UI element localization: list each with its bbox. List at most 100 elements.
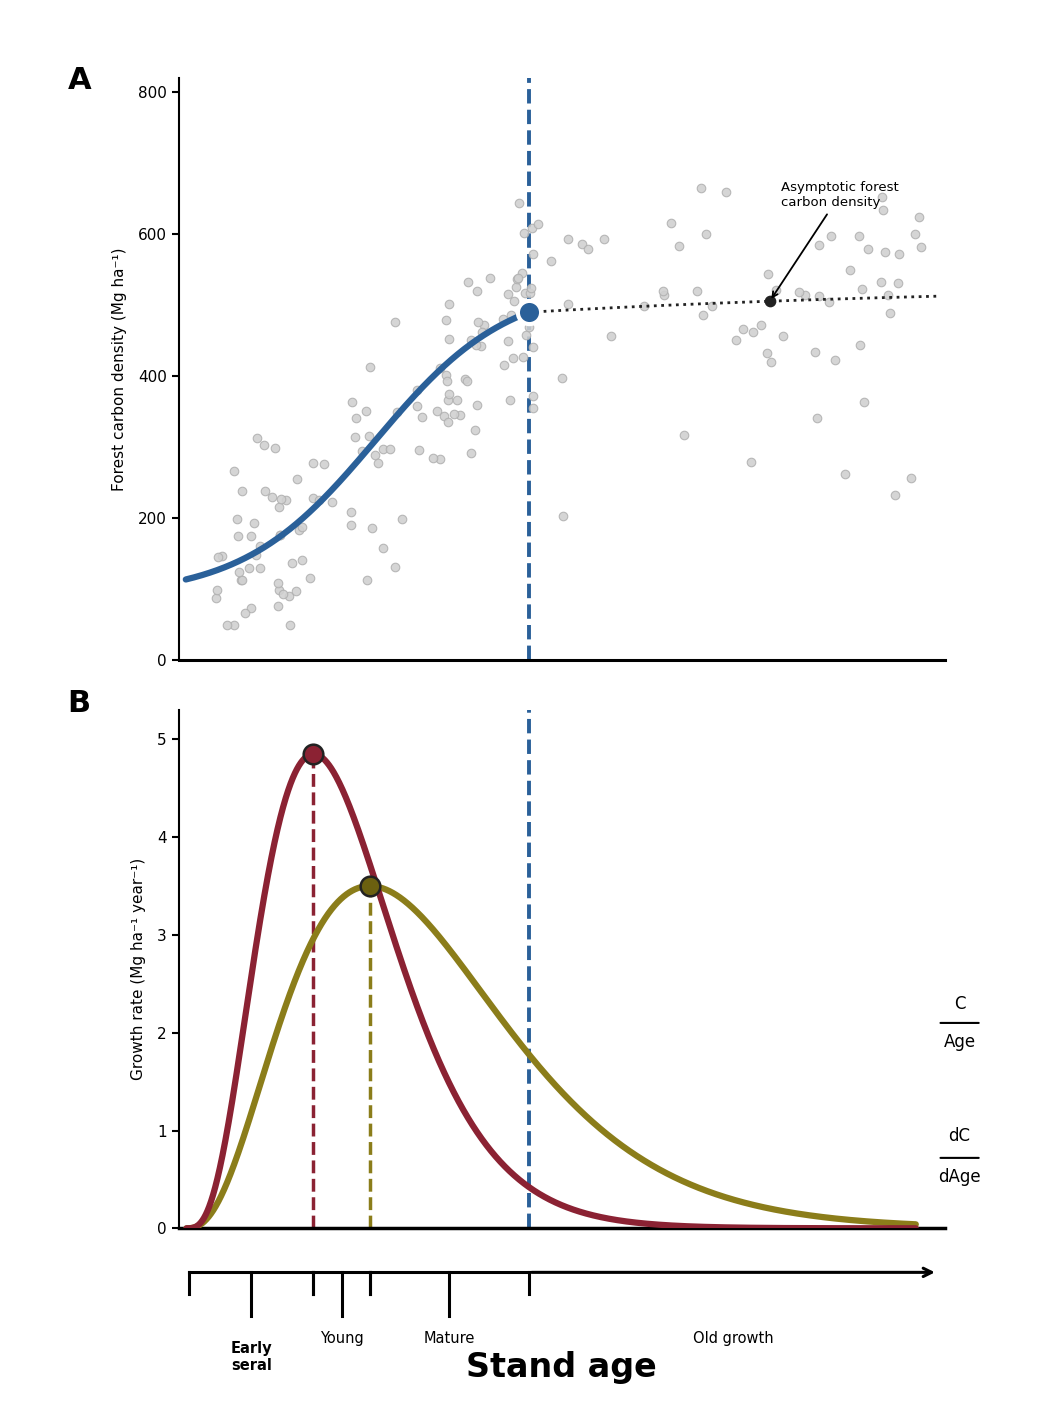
Text: C: C xyxy=(953,995,965,1012)
Point xyxy=(850,224,867,247)
Point xyxy=(324,490,341,513)
Point xyxy=(511,192,528,214)
Point xyxy=(243,596,259,619)
Point xyxy=(375,437,392,460)
Point xyxy=(797,283,814,305)
Text: Age: Age xyxy=(944,1032,975,1051)
Point xyxy=(463,442,480,464)
Point xyxy=(502,389,519,412)
Point xyxy=(359,569,376,592)
Point xyxy=(508,267,525,290)
Point xyxy=(440,388,457,410)
Point xyxy=(510,267,527,290)
Point xyxy=(270,578,287,601)
Point xyxy=(246,511,262,534)
Point xyxy=(603,324,620,346)
Point xyxy=(414,405,430,427)
Point xyxy=(758,342,775,365)
Point xyxy=(388,400,405,423)
Point xyxy=(438,364,455,386)
Point xyxy=(791,280,807,302)
Point xyxy=(856,391,873,413)
Point xyxy=(366,443,383,466)
Point xyxy=(852,334,868,356)
Point xyxy=(560,227,576,250)
Point xyxy=(692,178,709,200)
Point xyxy=(436,405,453,427)
Text: B: B xyxy=(67,689,90,719)
Point xyxy=(482,266,499,288)
Text: Stand age: Stand age xyxy=(466,1352,657,1384)
Point xyxy=(911,206,928,229)
Point xyxy=(525,396,542,419)
Point xyxy=(912,236,929,258)
Point xyxy=(663,212,679,234)
Point xyxy=(459,270,476,293)
Point xyxy=(877,241,894,264)
Point xyxy=(424,447,441,470)
Point xyxy=(744,321,761,344)
Point xyxy=(456,368,472,391)
Point xyxy=(476,314,492,337)
Text: A: A xyxy=(67,67,91,95)
Point xyxy=(343,391,360,413)
Point xyxy=(370,452,386,474)
Point xyxy=(768,278,784,301)
Point xyxy=(228,507,245,530)
Point xyxy=(209,579,226,602)
Point xyxy=(445,403,462,426)
Point xyxy=(281,613,298,636)
Point xyxy=(524,243,541,266)
Point xyxy=(761,290,778,312)
Point xyxy=(874,186,890,209)
Point xyxy=(763,351,780,373)
Point xyxy=(270,496,287,518)
Text: Early
seral: Early seral xyxy=(231,1340,272,1373)
Point xyxy=(873,271,889,294)
Point xyxy=(655,284,672,307)
Point xyxy=(342,514,359,537)
Point xyxy=(264,486,280,508)
Point xyxy=(697,223,714,246)
Point xyxy=(408,379,425,402)
Point xyxy=(704,295,720,318)
Point xyxy=(311,488,328,511)
Point xyxy=(890,243,907,266)
Point xyxy=(689,280,706,302)
Point xyxy=(271,523,288,545)
Point xyxy=(469,311,486,334)
Point xyxy=(428,400,445,423)
Point xyxy=(854,277,870,300)
Point xyxy=(439,369,456,392)
Point xyxy=(386,311,403,334)
Point xyxy=(496,354,512,376)
Point xyxy=(315,453,332,476)
Point xyxy=(474,321,490,344)
Point xyxy=(213,544,230,567)
Point xyxy=(448,388,465,410)
Point xyxy=(452,403,468,426)
Point xyxy=(860,237,877,260)
Point xyxy=(357,399,374,422)
Point xyxy=(226,613,243,636)
Point xyxy=(271,524,288,547)
Point xyxy=(517,281,533,304)
Point xyxy=(288,579,304,602)
Point xyxy=(440,328,457,351)
Point xyxy=(635,294,652,317)
Point xyxy=(408,395,425,417)
Point xyxy=(293,548,310,571)
Point xyxy=(513,263,530,285)
Point xyxy=(432,447,448,470)
Point xyxy=(655,280,672,302)
Point xyxy=(267,437,284,460)
Point xyxy=(208,586,225,609)
Point xyxy=(728,328,744,351)
Point xyxy=(342,500,359,523)
Y-axis label: Growth rate (Mg ha⁻¹ year⁻¹): Growth rate (Mg ha⁻¹ year⁻¹) xyxy=(131,858,146,1081)
Point xyxy=(808,406,825,429)
Point xyxy=(743,450,760,473)
Point xyxy=(394,508,411,531)
Point xyxy=(294,515,311,538)
Text: Mature: Mature xyxy=(424,1331,475,1346)
